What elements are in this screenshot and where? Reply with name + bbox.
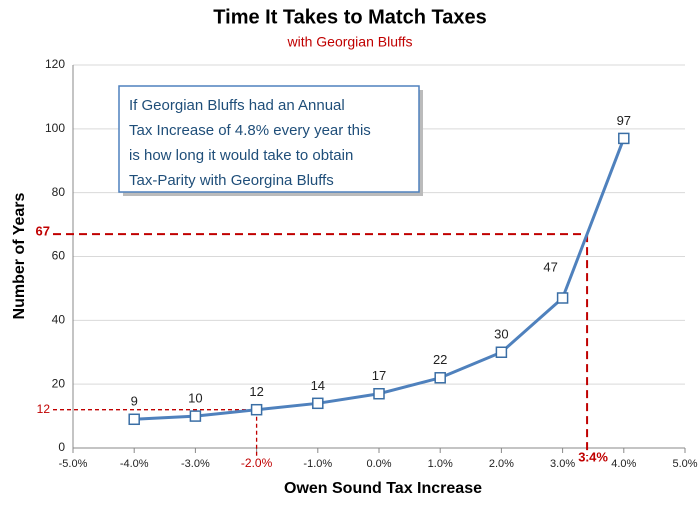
data-point bbox=[495, 346, 508, 358]
data-label: 17 bbox=[372, 368, 386, 383]
data-label: 14 bbox=[311, 378, 325, 393]
data-label: 30 bbox=[494, 327, 508, 342]
x-tick-label: 3.0% bbox=[550, 458, 575, 470]
data-label: 22 bbox=[433, 352, 447, 367]
chart-subtitle: with Georgian Bluffs bbox=[286, 34, 412, 50]
reference-y-label: 12 bbox=[37, 402, 51, 416]
x-tick-label: 4.0% bbox=[611, 458, 636, 470]
x-tick-label: 2.0% bbox=[489, 458, 514, 470]
y-tick-label: 100 bbox=[45, 121, 65, 135]
data-label: 97 bbox=[617, 113, 631, 128]
annotation-text: is how long it would take to obtain bbox=[129, 147, 353, 164]
data-point bbox=[618, 132, 630, 145]
x-axis-title: Owen Sound Tax Increase bbox=[284, 480, 482, 497]
y-tick-label: 20 bbox=[52, 376, 66, 390]
x-tick-label: 5.0% bbox=[672, 458, 697, 470]
data-point bbox=[128, 413, 140, 426]
data-point bbox=[250, 403, 263, 416]
annotation-text: Tax Increase of 4.8% every year this bbox=[129, 122, 371, 139]
data-label: 10 bbox=[188, 391, 202, 406]
reference-x-label: 3.4% bbox=[578, 449, 608, 464]
x-tick-label: -3.0% bbox=[181, 458, 210, 470]
data-label: 12 bbox=[249, 384, 263, 399]
y-tick-label: 120 bbox=[45, 57, 65, 71]
data-point bbox=[373, 387, 385, 400]
data-point bbox=[189, 410, 202, 422]
y-axis-title: Number of Years bbox=[11, 192, 28, 319]
y-tick-label: 0 bbox=[58, 440, 65, 454]
x-tick-label: -1.0% bbox=[303, 458, 332, 470]
y-tick-label: 40 bbox=[52, 313, 66, 327]
x-tick-label: -4.0% bbox=[120, 458, 149, 470]
data-point bbox=[312, 397, 324, 410]
data-label: 47 bbox=[543, 259, 557, 274]
data-point bbox=[556, 292, 569, 304]
annotation-text: If Georgian Bluffs had an Annual bbox=[129, 97, 345, 114]
chart-title: Time It Takes to Match Taxes bbox=[213, 6, 486, 28]
reference-y-label: 67 bbox=[36, 224, 50, 239]
y-tick-label: 60 bbox=[52, 249, 66, 263]
annotation-box bbox=[118, 85, 420, 193]
x-tick-label: 0.0% bbox=[366, 458, 391, 470]
x-tick-label: 1.0% bbox=[428, 458, 453, 470]
data-point bbox=[434, 372, 446, 384]
y-tick-label: 80 bbox=[52, 185, 66, 199]
x-tick-label: -5.0% bbox=[59, 458, 88, 470]
x-tick-label: -2.0% bbox=[241, 456, 273, 470]
annotation-text: Tax-Parity with Georgina Bluffs bbox=[129, 172, 334, 189]
data-label: 9 bbox=[131, 394, 138, 409]
